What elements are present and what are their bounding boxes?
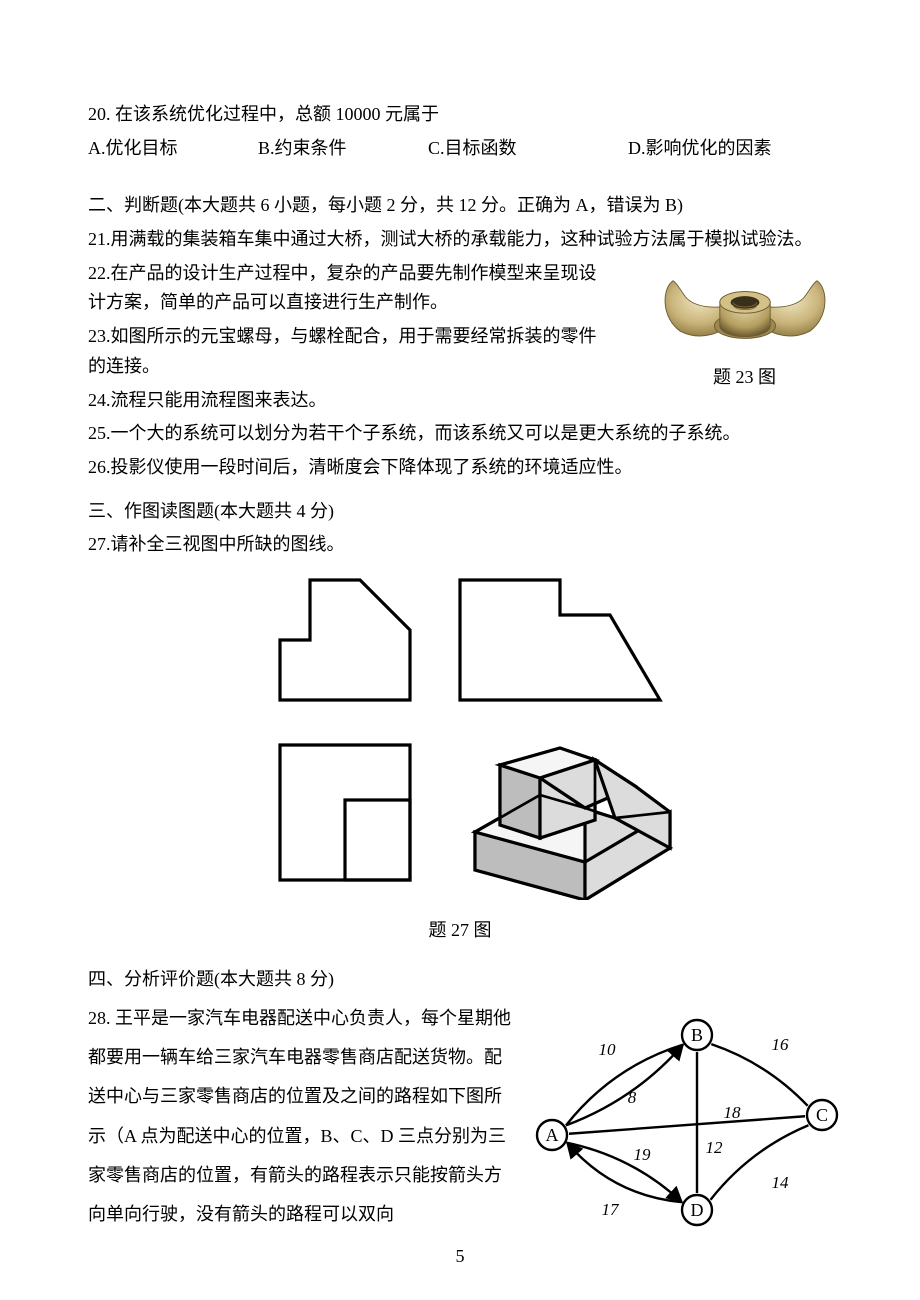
q25: 25.一个大的系统可以划分为若干个子系统，而该系统又可以是更大系统的子系统。 bbox=[88, 419, 832, 449]
q27-caption: 题 27 图 bbox=[88, 916, 832, 946]
fig23: 题 23 图 bbox=[647, 261, 842, 392]
q27: 27.请补全三视图中所缺的图线。 bbox=[88, 530, 832, 560]
section4-header: 四、分析评价题(本大题共 8 分) bbox=[88, 965, 832, 995]
q20-opt-b: B.约束条件 bbox=[258, 134, 428, 164]
q27-views bbox=[240, 570, 680, 900]
q23: 23.如图所示的元宝螺母，与螺栓配合，用于需要经常拆装的零件的连接。 bbox=[88, 322, 608, 381]
page-number: 5 bbox=[0, 1242, 920, 1272]
q20-stem: 20. 在该系统优化过程中，总额 10000 元属于 bbox=[88, 100, 832, 130]
svg-text:12: 12 bbox=[706, 1138, 724, 1157]
svg-text:18: 18 bbox=[724, 1103, 742, 1122]
q21: 21.用满载的集装箱车集中通过大桥，测试大桥的承载能力，这种试验方法属于模拟试验… bbox=[88, 225, 832, 255]
q28: 28. 王平是一家汽车电器配送中心负责人，每个星期他都要用一辆车给三家汽车电器零… bbox=[88, 999, 518, 1234]
svg-text:A: A bbox=[546, 1125, 559, 1145]
svg-text:16: 16 bbox=[772, 1035, 790, 1054]
q20-opt-a: A.优化目标 bbox=[88, 134, 258, 164]
section-4: 四、分析评价题(本大题共 8 分) 28. 王平是一家汽车电器配送中心负责人，每… bbox=[88, 965, 832, 1234]
section-2: 二、判断题(本大题共 6 小题，每小题 2 分，共 12 分。正确为 A，错误为… bbox=[88, 191, 832, 482]
q20-opt-c: C.目标函数 bbox=[428, 134, 628, 164]
svg-text:8: 8 bbox=[628, 1088, 637, 1107]
fig23-caption: 题 23 图 bbox=[647, 363, 842, 393]
svg-text:C: C bbox=[816, 1105, 828, 1125]
q26: 26.投影仪使用一段时间后，清晰度会下降体现了系统的环境适应性。 bbox=[88, 453, 832, 483]
q20-opt-d: D.影响优化的因素 bbox=[628, 134, 772, 164]
q20-options: A.优化目标 B.约束条件 C.目标函数 D.影响优化的因素 bbox=[88, 134, 832, 164]
svg-text:B: B bbox=[691, 1025, 703, 1045]
svg-text:19: 19 bbox=[634, 1145, 652, 1164]
q28-graph: 10 8 16 1812 19 17 14 A B C D bbox=[522, 1005, 842, 1255]
wing-nut-icon bbox=[655, 261, 835, 351]
svg-text:10: 10 bbox=[599, 1040, 617, 1059]
svg-text:D: D bbox=[691, 1200, 704, 1220]
q22: 22.在产品的设计生产过程中，复杂的产品要先制作模型来呈现设计方案，简单的产品可… bbox=[88, 259, 608, 318]
svg-text:14: 14 bbox=[772, 1173, 790, 1192]
section-3: 三、作图读图题(本大题共 4 分) 27.请补全三视图中所缺的图线。 题 27 … bbox=[88, 497, 832, 946]
section2-header: 二、判断题(本大题共 6 小题，每小题 2 分，共 12 分。正确为 A，错误为… bbox=[88, 191, 832, 221]
section3-header: 三、作图读图题(本大题共 4 分) bbox=[88, 497, 832, 527]
svg-text:17: 17 bbox=[602, 1200, 621, 1219]
